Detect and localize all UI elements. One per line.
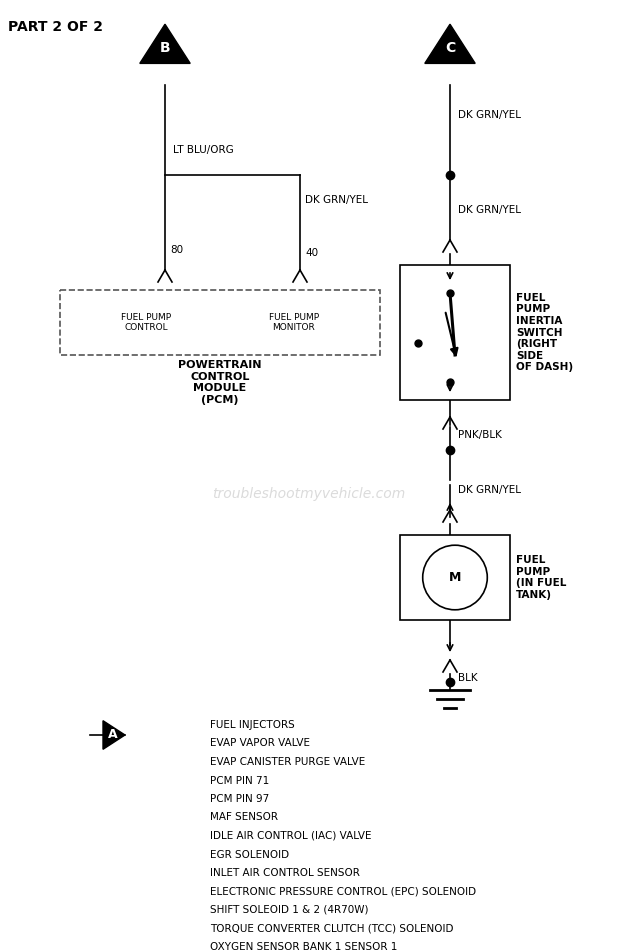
Text: DK GRN/YEL: DK GRN/YEL xyxy=(458,205,521,215)
Polygon shape xyxy=(103,721,125,750)
Text: MAF SENSOR: MAF SENSOR xyxy=(210,812,278,823)
Text: DK GRN/YEL: DK GRN/YEL xyxy=(458,485,521,495)
Text: EVAP VAPOR VALVE: EVAP VAPOR VALVE xyxy=(210,738,310,749)
Text: A: A xyxy=(108,729,117,742)
Text: POWERTRAIN
CONTROL
MODULE
(PCM): POWERTRAIN CONTROL MODULE (PCM) xyxy=(178,360,262,405)
Text: BLK: BLK xyxy=(458,673,478,683)
Text: troubleshootmyvehicle.com: troubleshootmyvehicle.com xyxy=(213,487,405,501)
Text: FUEL
PUMP
(IN FUEL
TANK): FUEL PUMP (IN FUEL TANK) xyxy=(516,555,566,599)
Text: PCM PIN 97: PCM PIN 97 xyxy=(210,794,269,804)
Text: LT BLU/ORG: LT BLU/ORG xyxy=(173,145,234,155)
Text: PNK/BLK: PNK/BLK xyxy=(458,430,502,440)
Bar xyxy=(60,290,380,355)
Text: M: M xyxy=(449,571,461,584)
Bar xyxy=(400,535,510,620)
Text: B: B xyxy=(159,41,171,55)
Text: PCM PIN 71: PCM PIN 71 xyxy=(210,775,269,786)
Text: PART 2 OF 2: PART 2 OF 2 xyxy=(8,20,103,34)
Text: EVAP CANISTER PURGE VALVE: EVAP CANISTER PURGE VALVE xyxy=(210,757,365,767)
Text: FUEL PUMP
CONTROL: FUEL PUMP CONTROL xyxy=(121,313,171,332)
Text: EGR SOLENOID: EGR SOLENOID xyxy=(210,849,289,860)
Text: 80: 80 xyxy=(170,245,183,255)
Text: FUEL INJECTORS: FUEL INJECTORS xyxy=(210,720,295,730)
Text: IDLE AIR CONTROL (IAC) VALVE: IDLE AIR CONTROL (IAC) VALVE xyxy=(210,831,371,841)
Text: OXYGEN SENSOR BANK 1 SENSOR 1: OXYGEN SENSOR BANK 1 SENSOR 1 xyxy=(210,942,397,950)
Text: SHIFT SOLEOID 1 & 2 (4R70W): SHIFT SOLEOID 1 & 2 (4R70W) xyxy=(210,905,368,915)
Text: TORQUE CONVERTER CLUTCH (TCC) SOLENOID: TORQUE CONVERTER CLUTCH (TCC) SOLENOID xyxy=(210,923,454,934)
Circle shape xyxy=(423,545,488,610)
Text: DK GRN/YEL: DK GRN/YEL xyxy=(305,195,368,205)
Text: FUEL
PUMP
INERTIA
SWITCH
(RIGHT
SIDE
OF DASH): FUEL PUMP INERTIA SWITCH (RIGHT SIDE OF … xyxy=(516,293,573,372)
Polygon shape xyxy=(425,24,475,64)
Text: INLET AIR CONTROL SENSOR: INLET AIR CONTROL SENSOR xyxy=(210,868,360,878)
Bar xyxy=(400,265,510,400)
Text: FUEL PUMP
MONITOR: FUEL PUMP MONITOR xyxy=(269,313,319,332)
Text: 40: 40 xyxy=(305,248,318,258)
Text: ELECTRONIC PRESSURE CONTROL (EPC) SOLENOID: ELECTRONIC PRESSURE CONTROL (EPC) SOLENO… xyxy=(210,886,476,897)
Polygon shape xyxy=(140,24,190,64)
Text: C: C xyxy=(445,41,455,55)
Text: DK GRN/YEL: DK GRN/YEL xyxy=(458,110,521,120)
